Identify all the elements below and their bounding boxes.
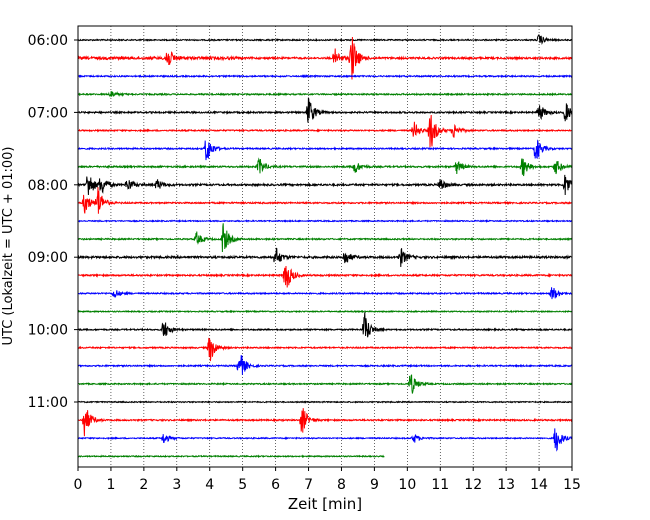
trace-1100 [77, 400, 573, 404]
x-axis-label: Zeit [min] [288, 495, 362, 513]
trace-0730 [77, 139, 573, 161]
trace-0815 [77, 187, 573, 214]
trace-0945 [77, 309, 572, 314]
x-tick-label: 15 [563, 477, 581, 493]
trace-1045 [77, 374, 573, 394]
grid-lines [110, 26, 540, 467]
trace-1030 [77, 355, 573, 375]
trace-0600 [77, 34, 573, 46]
trace-0715 [77, 115, 573, 148]
traces [77, 34, 573, 459]
y-tick-label: 08:00 [28, 178, 68, 194]
y-tick-label: 10:00 [28, 323, 68, 339]
trace-0930 [77, 287, 573, 300]
x-tick-label: 4 [205, 477, 214, 493]
trace-0615 [77, 37, 573, 80]
x-tick-label: 11 [431, 477, 449, 493]
x-tick-label: 2 [139, 477, 148, 493]
x-axis-ticks: 0 1 2 3 4 5 6 7 8 9 10 11 12 13 14 15 [74, 467, 581, 493]
trace-0800 [77, 174, 573, 196]
trace-0900 [77, 247, 573, 268]
plot-frame [77, 25, 573, 468]
y-axis-ticks: 06:00 07:00 08:00 09:00 10:00 11:00 [28, 33, 78, 411]
x-tick-label: 3 [172, 477, 181, 493]
trace-1015 [77, 337, 573, 362]
trace-1115 [77, 408, 573, 437]
x-tick-label: 14 [530, 477, 548, 493]
y-tick-label: 11:00 [28, 395, 68, 411]
x-tick-label: 13 [497, 477, 515, 493]
x-tick-label: 0 [74, 477, 83, 493]
x-tick-label: 6 [271, 477, 280, 493]
x-tick-label: 7 [304, 477, 313, 493]
trace-1000 [77, 312, 573, 338]
trace-0700 [77, 97, 573, 123]
trace-0630 [77, 74, 573, 79]
y-tick-label: 06:00 [28, 33, 68, 49]
trace-0745 [77, 157, 573, 177]
trace-1130 [77, 428, 573, 452]
trace-0845 [77, 223, 573, 252]
y-tick-label: 09:00 [28, 250, 68, 266]
trace-0645 [77, 91, 573, 98]
x-tick-label: 1 [106, 477, 115, 493]
x-tick-label: 5 [238, 477, 247, 493]
trace-1145 [77, 454, 385, 459]
x-tick-label: 9 [370, 477, 379, 493]
trace-0830 [77, 219, 573, 223]
y-axis-label: UTC (Lokalzeit = UTC + 01:00) [1, 147, 16, 346]
trace-0915 [77, 266, 573, 288]
y-tick-label: 07:00 [28, 105, 68, 121]
x-tick-label: 12 [464, 477, 482, 493]
x-tick-label: 10 [398, 477, 416, 493]
x-tick-label: 8 [337, 477, 346, 493]
